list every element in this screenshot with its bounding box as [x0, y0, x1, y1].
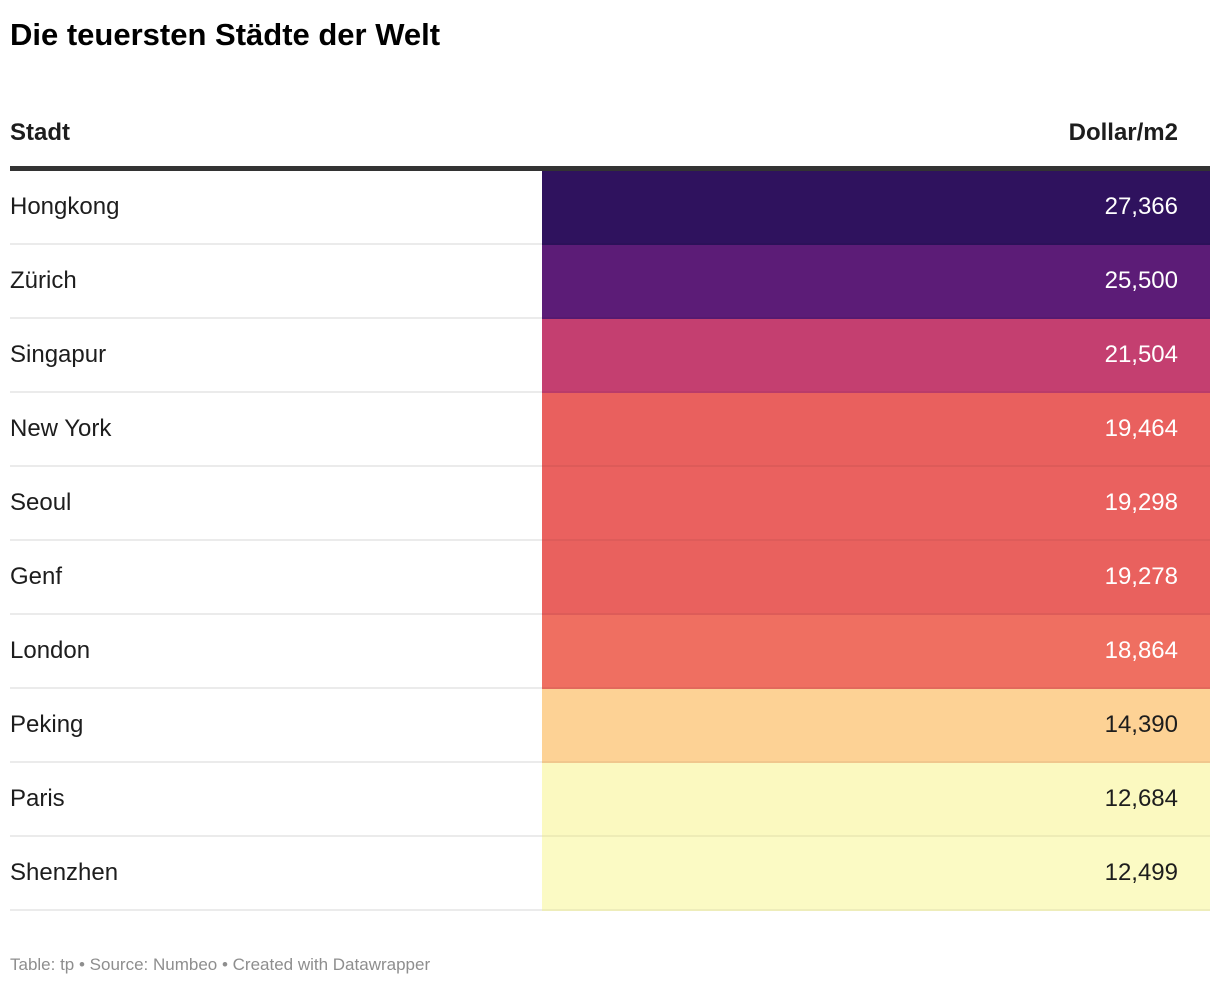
city-cell: Peking: [10, 689, 542, 763]
value-cell: 14,390: [542, 689, 1210, 763]
value-cell: 18,864: [542, 615, 1210, 689]
value-cell: 12,684: [542, 763, 1210, 837]
city-cell: Singapur: [10, 319, 542, 393]
table-row: London 18,864: [10, 615, 1210, 689]
table-row: New York 19,464: [10, 393, 1210, 467]
table-row: Hongkong 27,366: [10, 171, 1210, 245]
value-cell: 19,464: [542, 393, 1210, 467]
city-cell: London: [10, 615, 542, 689]
city-cell: Shenzhen: [10, 837, 542, 911]
value-cell: 19,298: [542, 467, 1210, 541]
city-cell: Hongkong: [10, 171, 542, 245]
table-row: Seoul 19,298: [10, 467, 1210, 541]
value-cell: 12,499: [542, 837, 1210, 911]
table-row: Singapur 21,504: [10, 319, 1210, 393]
table-body: Hongkong 27,366 Zürich 25,500 Singapur 2…: [10, 171, 1210, 911]
table-header: Stadt Dollar/m2: [10, 116, 1210, 171]
column-header-dollar-m2: Dollar/m2: [1068, 119, 1178, 146]
table-row: Zürich 25,500: [10, 245, 1210, 319]
table-row: Paris 12,684: [10, 763, 1210, 837]
value-cell: 27,366: [542, 171, 1210, 245]
value-cell: 25,500: [542, 245, 1210, 319]
column-header-stadt: Stadt: [10, 119, 70, 146]
chart-footer: Table: tp • Source: Numbeo • Created wit…: [10, 955, 431, 974]
table-row: Peking 14,390: [10, 689, 1210, 763]
value-cell: 21,504: [542, 319, 1210, 393]
city-cell: Zürich: [10, 245, 542, 319]
city-cell: Paris: [10, 763, 542, 837]
city-cell: Genf: [10, 541, 542, 615]
value-cell: 19,278: [542, 541, 1210, 615]
table-row: Genf 19,278: [10, 541, 1210, 615]
chart-title: Die teuersten Städte der Welt: [10, 17, 441, 52]
city-cell: Seoul: [10, 467, 542, 541]
city-cell: New York: [10, 393, 542, 467]
table-row: Shenzhen 12,499: [10, 837, 1210, 911]
